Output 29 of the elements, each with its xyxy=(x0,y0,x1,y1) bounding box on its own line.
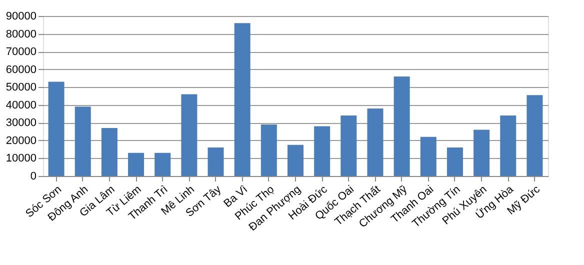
bar xyxy=(314,126,330,176)
bar xyxy=(394,76,410,176)
bar xyxy=(526,95,543,176)
y-tick-label: 30000 xyxy=(6,117,36,130)
bar xyxy=(208,148,224,176)
bar xyxy=(181,94,198,176)
y-tick-label: 80000 xyxy=(6,28,36,40)
bar xyxy=(154,152,171,176)
bar xyxy=(420,136,436,176)
bar xyxy=(500,116,516,176)
y-tick-label: 70000 xyxy=(6,46,36,58)
y-tick-label: 0 xyxy=(30,170,36,182)
bar xyxy=(128,152,144,176)
y-tick-label: 10000 xyxy=(6,152,36,165)
bar xyxy=(101,128,118,176)
bar xyxy=(260,124,277,176)
bar xyxy=(234,23,250,176)
bar xyxy=(446,148,463,176)
y-tick-label: 20000 xyxy=(6,134,36,147)
y-tick-label: 40000 xyxy=(6,99,36,112)
bar xyxy=(474,130,490,176)
y-tick-label: 50000 xyxy=(6,82,36,94)
bar xyxy=(74,106,91,176)
bar xyxy=(367,108,384,176)
y-tick-label: 60000 xyxy=(6,64,36,76)
bar xyxy=(340,116,357,176)
y-tick-label: 90000 xyxy=(6,10,36,22)
bar xyxy=(48,82,64,176)
bar xyxy=(288,144,304,176)
